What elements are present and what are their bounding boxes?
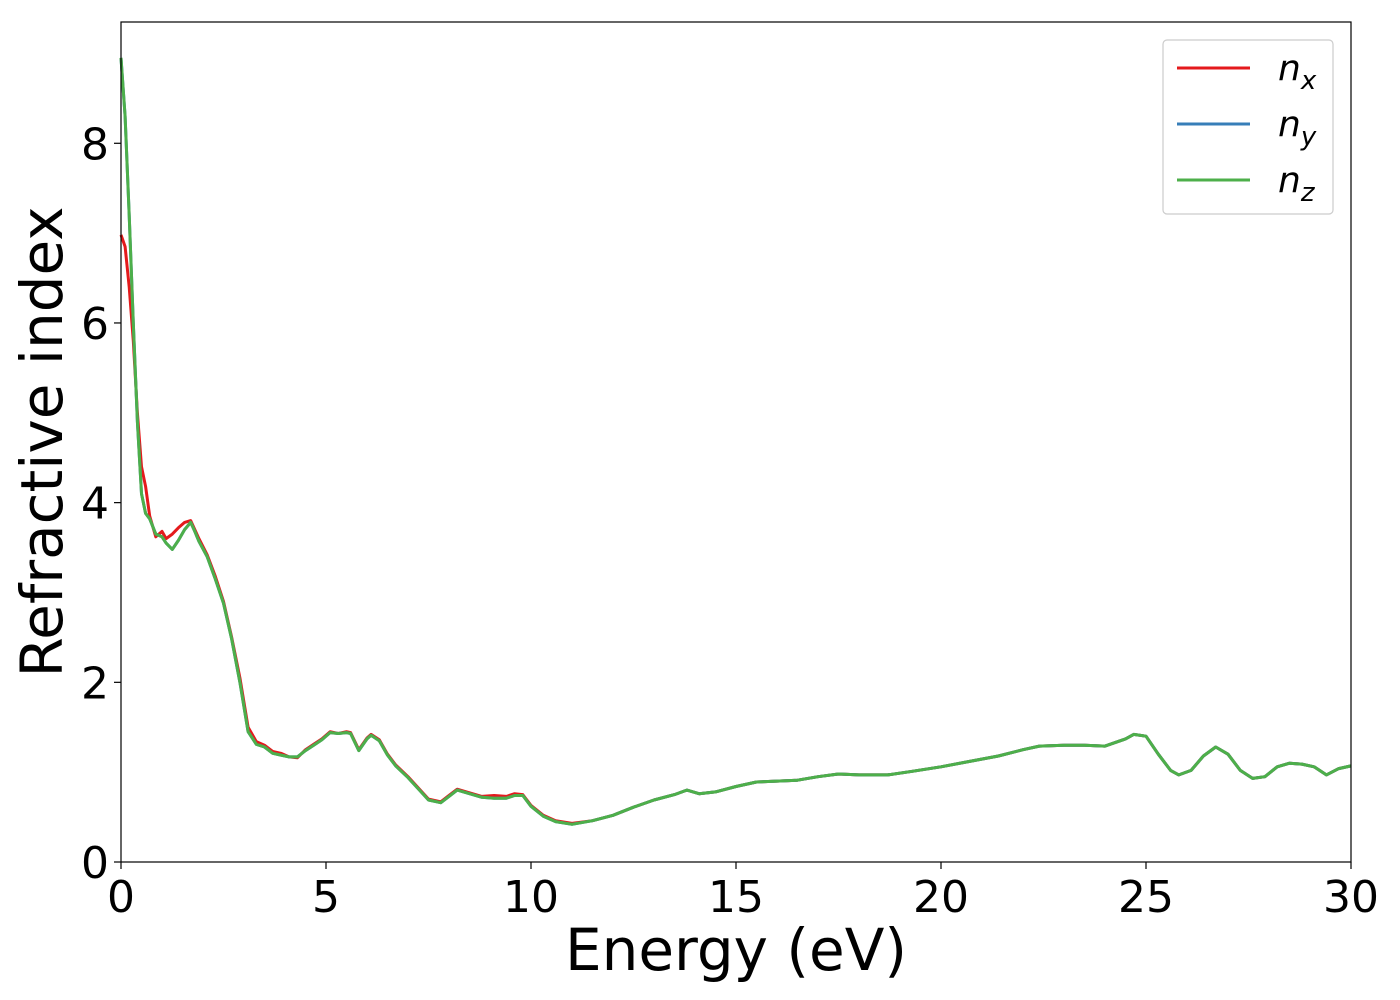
x-axis-label: Energy (eV) <box>565 916 907 984</box>
y-axis-ticks: 0 2 4 6 8 <box>81 119 121 889</box>
series-line-z <box>119 57 1352 826</box>
x-tick-label: 30 <box>1323 872 1379 923</box>
x-axis-ticks: 0 5 10 15 20 25 30 <box>107 862 1379 923</box>
x-tick-label: 5 <box>312 872 340 923</box>
legend: nx ny nz <box>1162 39 1334 215</box>
y-tick-label: 8 <box>81 119 109 170</box>
series-layer <box>119 57 1352 826</box>
y-tick-label: 6 <box>81 299 109 350</box>
x-tick-label: 15 <box>708 872 764 923</box>
y-tick-label: 0 <box>81 838 109 889</box>
legend-label-x: nx <box>1278 48 1317 96</box>
y-tick-label: 4 <box>81 479 109 530</box>
x-tick-label: 20 <box>913 872 969 923</box>
x-tick-label: 25 <box>1118 872 1174 923</box>
x-tick-label: 10 <box>503 872 559 923</box>
legend-label-y: ny <box>1278 104 1317 152</box>
y-tick-label: 2 <box>81 658 109 709</box>
x-tick-label: 0 <box>107 872 135 923</box>
legend-label-z: nz <box>1278 160 1316 208</box>
legend-frame <box>1162 39 1334 215</box>
y-axis-label: Refractive index <box>8 206 76 677</box>
